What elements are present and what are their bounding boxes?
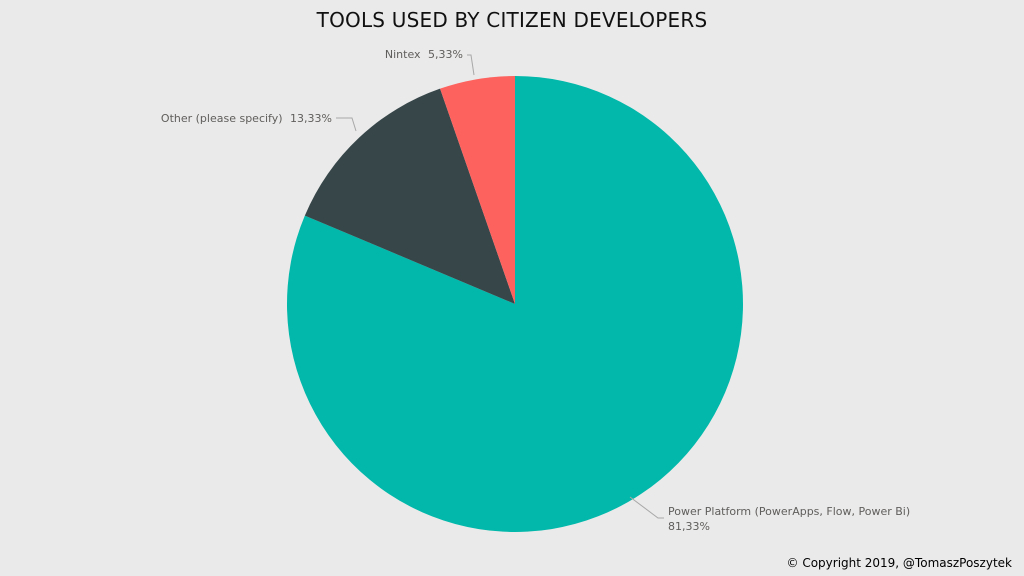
data-label-other: Other (please specify) 13,33% [161,112,332,125]
pie-slice-other [304,88,515,304]
slice-value-other: 13,33% [290,112,332,125]
data-labels: Power Platform (PowerApps, Flow, Power B… [161,48,914,533]
pie-slice-nintex [440,76,515,304]
data-label-nintex: Nintex 5,33% [385,48,463,61]
slice-label-other: Other (please specify) [161,112,283,125]
pie-slices [286,76,743,532]
pie-slice-power-platform [286,76,743,532]
slice-value-power-platform: 81,33% [668,520,710,533]
data-label-power-platform: Power Platform (PowerApps, Flow, Power B… [668,505,914,533]
slice-label-power-platform: Power Platform (PowerApps, Flow, Power B… [668,505,910,518]
copyright-text: © Copyright 2019, @TomaszPoszytek [786,556,1013,570]
slice-value-nintex: 5,33% [428,48,463,61]
leader-line-power-platform [629,496,664,519]
leader-lines [336,54,664,519]
leader-line-other [336,117,357,132]
chart-title: TOOLS USED BY CITIZEN DEVELOPERS [316,8,708,32]
leader-line-nintex [467,54,475,76]
slice-label-nintex: Nintex [385,48,421,61]
